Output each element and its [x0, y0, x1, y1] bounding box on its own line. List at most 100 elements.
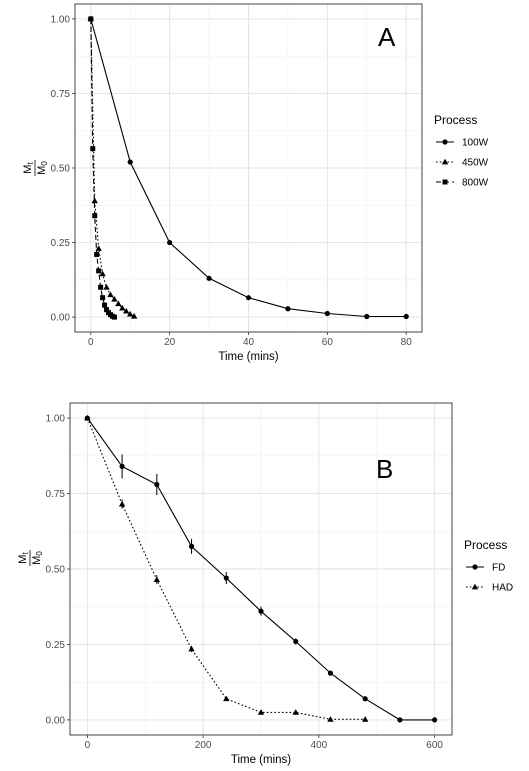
legend-title: Process — [464, 538, 507, 552]
series-fd — [84, 415, 438, 723]
chart-panel-a: 0 20 40 60 80 0.00 0.25 0.50 0.75 1.00 A Time (mins… — [22, 3, 489, 363]
legend: Process FD HAD — [464, 538, 513, 594]
x-axis-title: Time (mins) — [231, 754, 291, 766]
legend-label: 100W — [462, 138, 489, 149]
legend-item-had: HAD — [466, 583, 513, 594]
y-tick-label: 0.50 — [46, 565, 66, 576]
data-point — [130, 312, 138, 319]
data-point — [111, 296, 118, 302]
legend-key-marker — [441, 158, 449, 165]
data-point — [153, 576, 161, 582]
legend: Process 100W 450W 800W — [434, 113, 489, 189]
data-point — [98, 284, 104, 290]
data-point — [104, 307, 110, 313]
data-point — [102, 302, 108, 308]
x-tick-label: 200 — [195, 740, 212, 751]
legend-title: Process — [434, 113, 477, 127]
y-axis-denominator-sub: 0 — [35, 551, 44, 556]
data-point — [84, 414, 91, 421]
data-point — [118, 500, 126, 507]
legend-label: 450W — [462, 158, 489, 169]
data-point — [362, 696, 368, 702]
data-point — [293, 638, 299, 645]
legend-key-marker — [442, 179, 448, 185]
legend-key-marker — [472, 564, 478, 570]
data-point — [99, 270, 106, 277]
data-point — [127, 310, 134, 317]
data-point — [119, 463, 125, 469]
data-point — [91, 197, 98, 204]
data-point — [95, 245, 102, 251]
series-450w — [87, 15, 138, 319]
y-axis-denominator: M0 — [36, 161, 49, 175]
legend-label: HAD — [492, 583, 513, 594]
data-point — [403, 313, 409, 320]
legend-key-marker — [442, 139, 448, 145]
data-point — [92, 213, 98, 219]
y-axis-denominator-sub: 0 — [40, 161, 49, 166]
y-tick-label: 0.25 — [51, 238, 71, 249]
legend-label: FD — [492, 563, 505, 574]
x-tick-label: 20 — [164, 337, 176, 348]
legend-key-marker — [471, 583, 479, 590]
series-had — [84, 414, 369, 722]
data-point — [432, 717, 438, 723]
panel-label: B — [376, 454, 393, 484]
y-tick-label: 0.00 — [51, 313, 71, 324]
data-point — [327, 670, 334, 676]
y-tick-label: 0.00 — [46, 715, 66, 726]
y-tick-label: 0.75 — [51, 89, 71, 100]
data-point — [94, 251, 100, 257]
chart-panel-b: 0 200 400 600 0.00 0.25 0.50 0.75 1.00 B Time (min… — [17, 402, 513, 766]
x-tick-label: 80 — [401, 337, 413, 348]
data-point — [245, 295, 252, 301]
x-tick-label: 40 — [243, 337, 255, 348]
panel-border — [69, 402, 453, 736]
legend-item-450w: 450W — [436, 158, 489, 169]
data-point — [361, 716, 369, 722]
y-tick-label: 0.25 — [46, 640, 66, 651]
data-point — [292, 709, 299, 715]
data-point — [100, 295, 106, 301]
data-point — [119, 304, 126, 311]
data-point — [90, 146, 96, 152]
data-point — [115, 300, 122, 307]
legend-label: 800W — [462, 178, 489, 189]
data-point — [127, 159, 133, 165]
data-point — [206, 275, 212, 281]
data-point — [123, 307, 130, 314]
y-tick-label: 0.50 — [51, 164, 71, 175]
data-point — [188, 645, 195, 652]
data-point — [111, 314, 117, 320]
data-point — [88, 16, 94, 22]
y-axis-denominator: M0 — [31, 551, 44, 565]
data-point — [107, 291, 114, 298]
y-axis-numerator-sub: t — [21, 552, 30, 555]
data-point — [397, 717, 403, 723]
data-point — [364, 313, 370, 320]
x-tick-label: 400 — [311, 740, 328, 751]
y-tick-label: 0.75 — [46, 489, 66, 500]
data-point — [167, 239, 173, 246]
x-tick-label: 60 — [322, 337, 334, 348]
x-tick-label: 0 — [88, 337, 94, 348]
y-axis-numerator: Mt — [22, 162, 35, 174]
data-point — [96, 268, 102, 274]
data-point — [223, 575, 229, 581]
y-axis-numerator-sub: t — [26, 162, 35, 165]
y-axis-numerator: Mt — [17, 552, 30, 564]
legend-item-fd: FD — [466, 563, 505, 574]
panel-border — [74, 3, 423, 333]
data-point — [103, 284, 110, 290]
x-tick-label: 600 — [426, 740, 443, 751]
y-tick-label: 1.00 — [46, 414, 66, 425]
data-point — [324, 310, 330, 317]
data-point — [154, 481, 160, 488]
data-point — [258, 608, 264, 614]
data-point — [285, 306, 291, 312]
series-800w — [88, 16, 117, 320]
data-point — [257, 709, 265, 715]
